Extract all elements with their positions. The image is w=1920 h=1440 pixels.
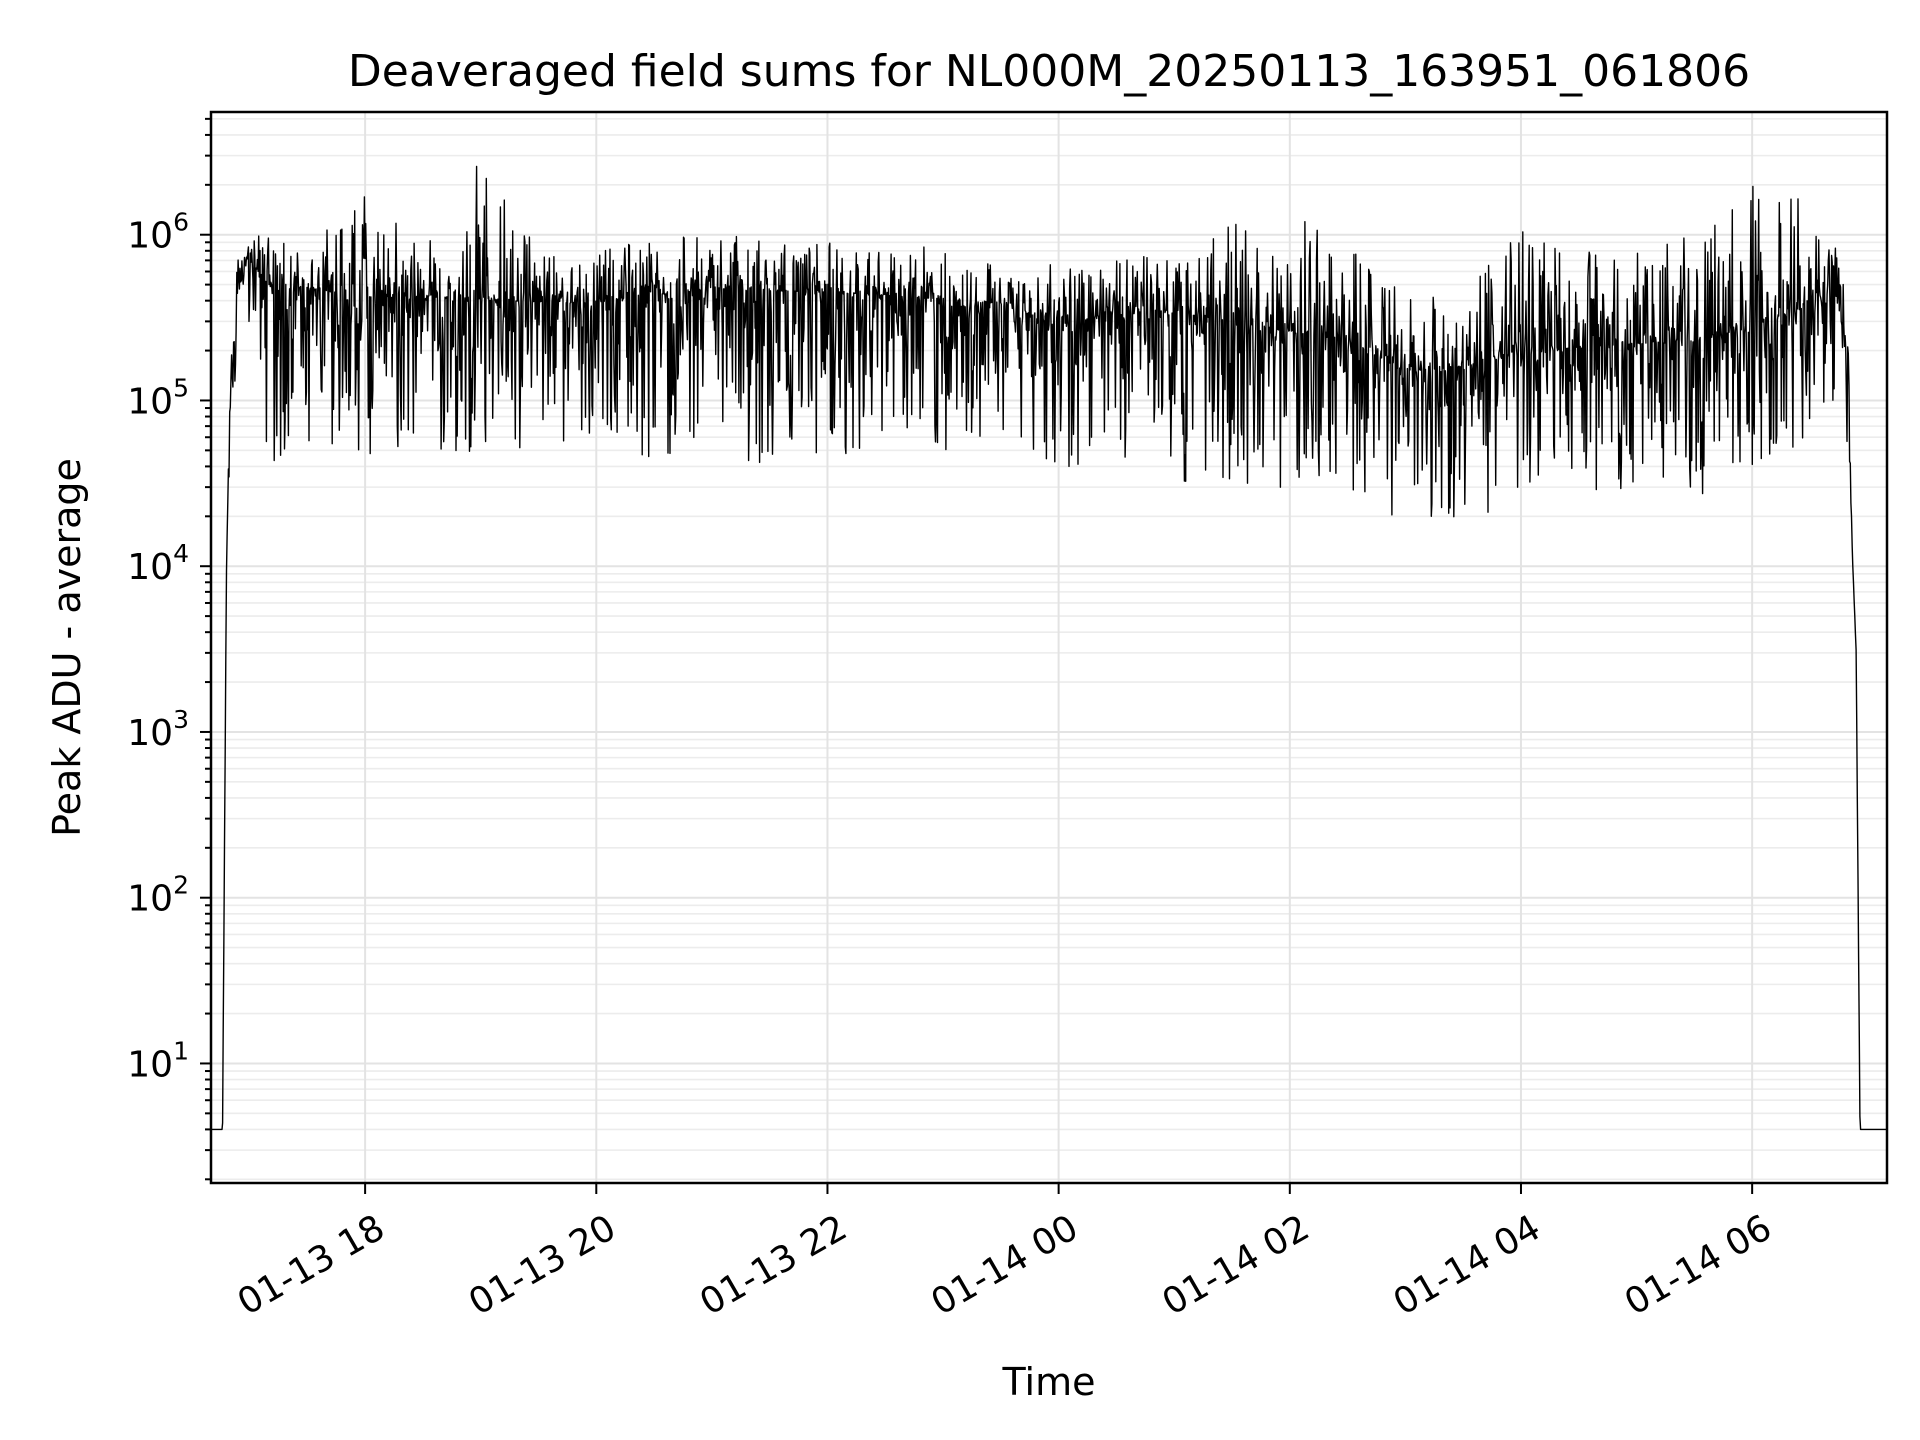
y-tick-label: 106	[127, 208, 189, 257]
series-layer	[210, 165, 1888, 1131]
plot-frame	[209, 110, 1889, 1185]
y-tick-label: 103	[127, 705, 189, 754]
y-tick-label: 104	[127, 539, 189, 588]
y-tick-label: 102	[127, 871, 189, 920]
y-tick-label: 101	[127, 1036, 189, 1085]
y-axis-label: Peak ADU - average	[45, 458, 89, 837]
minor-gridlines	[211, 118, 1887, 1181]
chart-title: Deaveraged field sums for NL000M_2025011…	[348, 46, 1750, 97]
y-tick-label: 105	[127, 373, 189, 422]
x-axis-label: Time	[1002, 1360, 1096, 1404]
y-axis: 101 102 103 104 105 106	[127, 117, 211, 1181]
series-line	[210, 165, 1888, 1131]
